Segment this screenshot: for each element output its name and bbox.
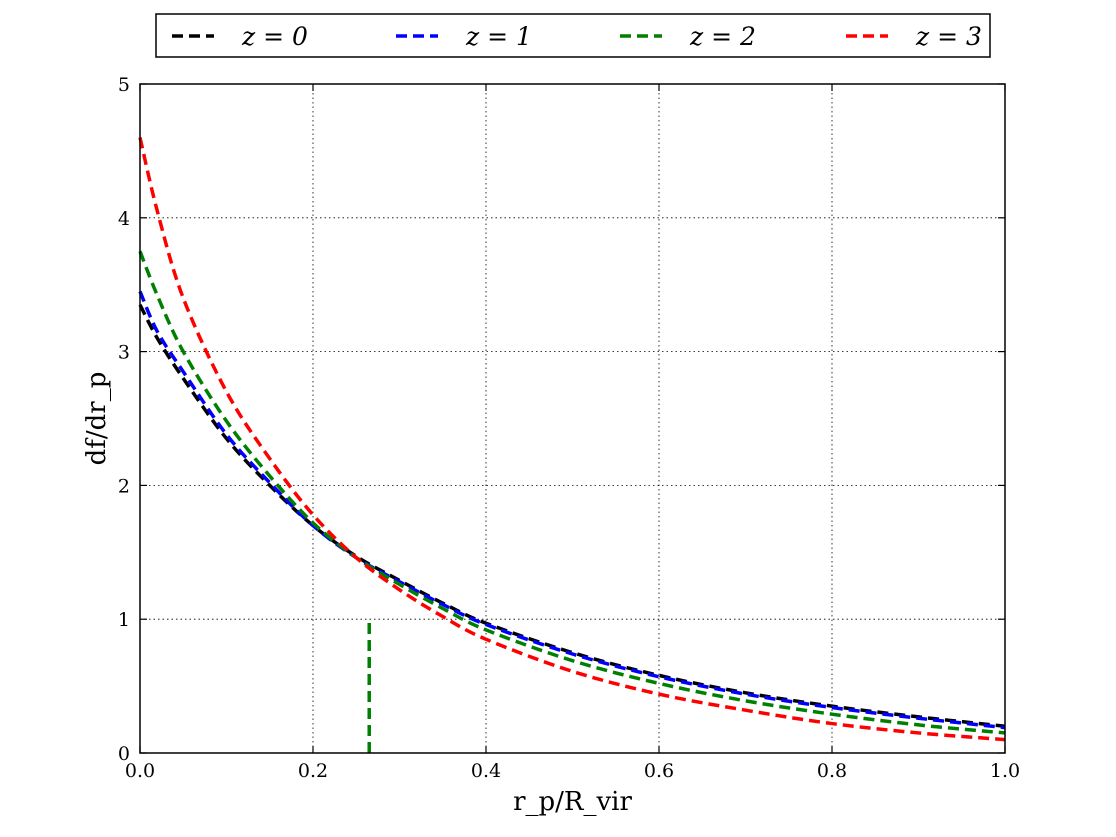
plot-frame xyxy=(139,83,1006,754)
x-axis-label: r_p/R_vir xyxy=(513,787,632,817)
legend: z = 0 z = 1 z = 2 z = 3 xyxy=(155,13,991,58)
y-tick-label: 4 xyxy=(118,208,130,230)
ticks: 0.0 0.2 0.4 0.6 0.8 1.0 0 1 2 3 4 5 xyxy=(118,74,1020,782)
series-line-z1 xyxy=(138,290,1006,730)
series-line-z3 xyxy=(138,137,1006,742)
x-tick-label: 0.0 xyxy=(125,760,155,782)
y-tick-label: 1 xyxy=(118,609,130,631)
legend-label: z = 0 xyxy=(241,22,308,51)
y-tick-label: 0 xyxy=(118,743,130,765)
x-tick-label: 0.6 xyxy=(644,760,674,782)
legend-label: z = 2 xyxy=(689,22,756,51)
y-axis-label: df/dr_p xyxy=(82,372,112,466)
series-line-z0 xyxy=(138,303,1006,728)
legend-label: z = 1 xyxy=(465,22,532,51)
y-tick-label: 5 xyxy=(118,74,130,96)
curves xyxy=(138,137,1006,742)
x-tick-label: 1.0 xyxy=(990,760,1020,782)
legend-label: z = 3 xyxy=(915,22,982,51)
y-tick-label: 3 xyxy=(118,342,130,364)
x-tick-label: 0.4 xyxy=(471,760,501,782)
x-tick-label: 0.8 xyxy=(817,760,847,782)
series-line-z2 xyxy=(138,250,1006,735)
x-tick-label: 0.2 xyxy=(298,760,328,782)
y-tick-label: 2 xyxy=(118,475,130,497)
